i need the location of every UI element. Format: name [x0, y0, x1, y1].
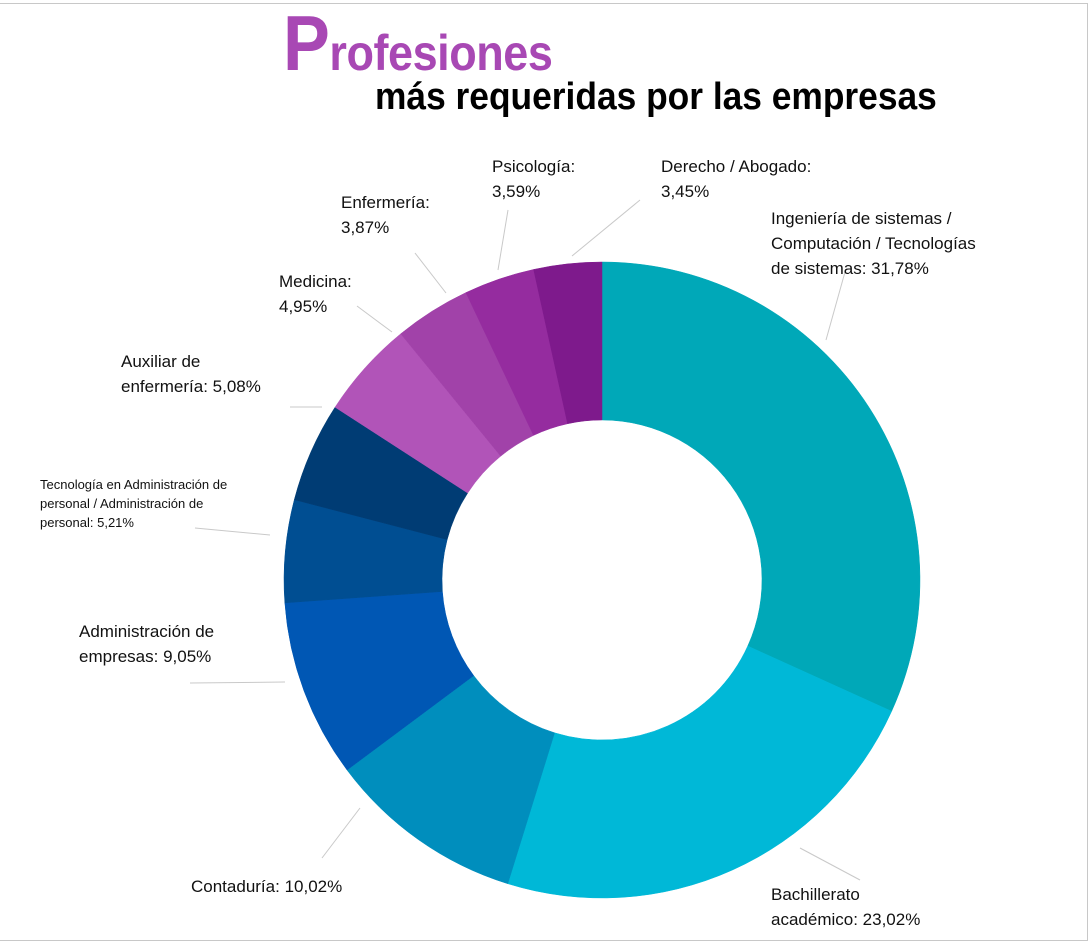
data-label-separator: : [425, 193, 430, 212]
data-label-2: Contaduría: 10,02% [191, 874, 342, 899]
leader-line-1 [799, 847, 861, 881]
data-label-separator: : [203, 377, 213, 396]
leader-line-2 [321, 807, 361, 859]
data-label-separator: : [570, 157, 576, 176]
data-label-value: 5,21% [97, 515, 134, 530]
data-label-value: 3,87% [341, 218, 390, 237]
data-label-value: 4,95% [279, 297, 328, 316]
data-label-value: 31,78% [871, 259, 929, 278]
data-label-name: Bachillerato académico [771, 885, 860, 929]
data-label-name: Administración de empresas [79, 622, 215, 666]
data-label-value: 9,05% [163, 647, 212, 666]
data-label-name: Medicina [279, 272, 348, 291]
data-label-separator: : [806, 157, 812, 176]
donut-slice-9 [533, 261, 603, 425]
data-label-5: Auxiliar de enfermería: 5,08% [121, 349, 261, 399]
data-label-separator: : [861, 259, 872, 278]
slide-frame [0, 3, 1088, 941]
data-label-value: 10,02% [284, 877, 343, 896]
data-label-4: Tecnología en Administración de personal… [40, 475, 227, 532]
data-label-value: 23,02% [862, 910, 921, 929]
data-label-name: Tecnología en Administración de personal… [40, 477, 228, 530]
data-label-separator: : [853, 910, 863, 929]
donut-slice-0 [601, 261, 921, 712]
leader-line-4 [194, 527, 271, 536]
chart-subtitle: más requeridas por las empresas [375, 76, 937, 118]
data-label-name: Psicología [492, 157, 571, 176]
data-label-name: Auxiliar de enfermería [121, 352, 204, 396]
data-label-separator: : [275, 877, 285, 896]
data-label-name: Ingeniería de sistemas / Computación / T… [771, 209, 976, 278]
donut-slice-1 [507, 645, 892, 899]
data-label-separator: : [347, 272, 352, 291]
chart-title: Profesiones [283, 0, 553, 87]
leader-line-3 [189, 681, 286, 684]
data-label-separator: : [89, 515, 98, 530]
data-label-name: Enfermería [341, 193, 426, 212]
data-label-8: Psicología: 3,59% [492, 154, 575, 204]
leader-line-6 [356, 305, 393, 333]
data-label-9: Derecho / Abogado: 3,45% [661, 154, 811, 204]
data-label-value: 3,59% [492, 182, 541, 201]
data-label-separator: : [153, 647, 164, 666]
data-label-1: Bachillerato académico: 23,02% [771, 882, 920, 932]
data-label-6: Medicina: 4,95% [279, 269, 352, 319]
data-label-name: Derecho / Abogado [661, 157, 807, 176]
data-label-name: Contaduría [191, 877, 276, 896]
data-label-7: Enfermería: 3,87% [341, 190, 430, 240]
leader-line-9 [571, 199, 641, 257]
leader-line-7 [414, 252, 447, 294]
leader-line-0 [825, 271, 846, 341]
leader-line-8 [497, 209, 509, 271]
data-label-value: 5,08% [212, 377, 261, 396]
data-label-0: Ingeniería de sistemas / Computación / T… [771, 206, 976, 281]
data-label-value: 3,45% [661, 182, 710, 201]
data-label-3: Administración de empresas: 9,05% [79, 619, 214, 669]
